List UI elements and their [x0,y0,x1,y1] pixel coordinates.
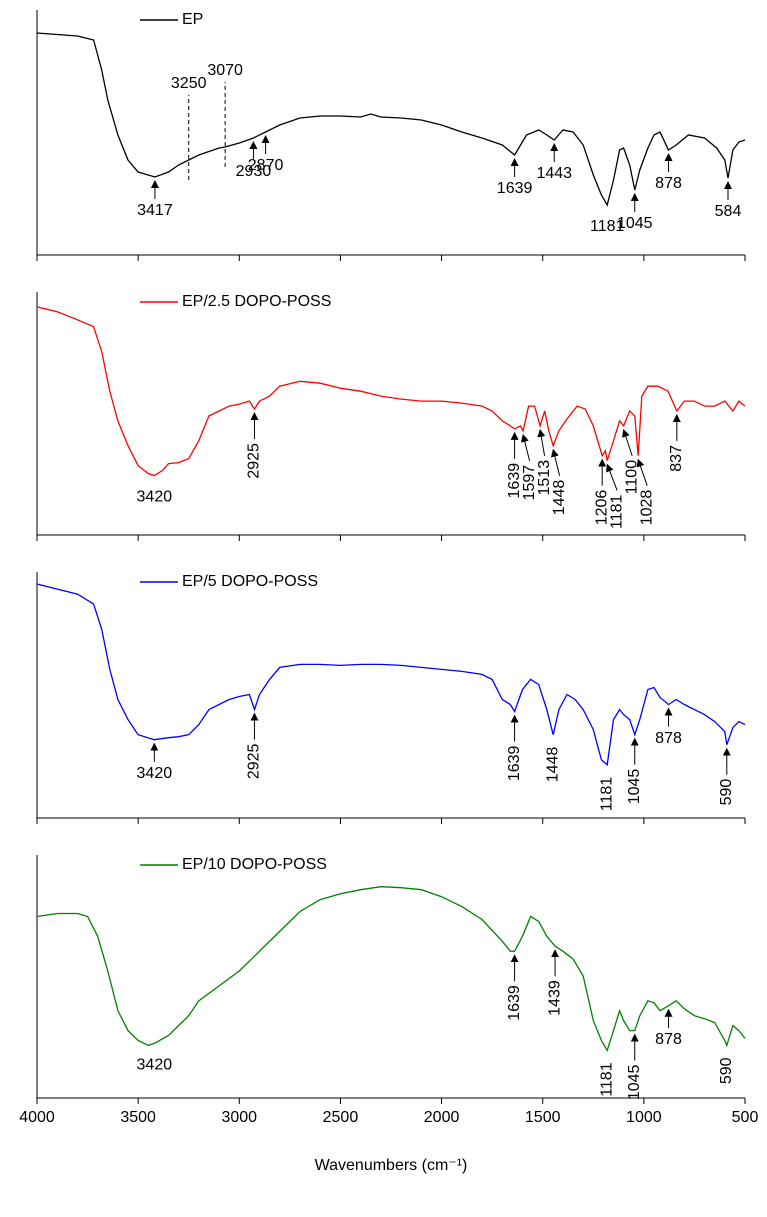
annotation-label: 2925 [246,743,263,779]
annotation-label: 584 [715,203,742,220]
annotation-label: 2930 [236,163,272,180]
annotation-label: 1639 [506,745,523,781]
x-tick-label: 2500 [323,1109,359,1126]
spectrum-line [36,583,746,767]
x-tick-label: 3000 [221,1109,257,1126]
spectrum-line [36,886,746,1052]
dashed-label: 3250 [171,75,207,92]
x-tick-label: 2000 [424,1109,460,1126]
x-tick-label: 4000 [19,1109,55,1126]
annotation-arrow [551,448,561,476]
annotation-label: 1639 [506,463,523,499]
legend-label: EP [182,11,203,28]
annotation-label: 590 [718,779,735,806]
annotation-label: 1443 [536,165,572,182]
annotation-label: 3420 [137,765,173,782]
x-tick-label: 1500 [525,1109,561,1126]
annotation-label: 2925 [246,443,263,479]
spectrum-line [36,32,746,207]
legend-label: EP/10 DOPO-POSS [182,856,327,873]
x-tick-label: 500 [732,1109,759,1126]
annotation-label: 878 [655,1031,682,1048]
dashed-label: 3070 [207,62,243,79]
annotation-label: 1181 [598,1062,615,1097]
annotation-label: 2870 [248,157,284,174]
x-tick-label: 1000 [626,1109,662,1126]
annotation-label: 1639 [506,985,523,1021]
annotation-label: 3420 [137,1057,173,1074]
legend-label: EP/2.5 DOPO-POSS [182,293,331,310]
x-axis-label: Wavenumbers (cm⁻¹) [315,1157,468,1174]
annotation-label: 1045 [617,215,653,232]
annotation-label: 1028 [638,490,655,526]
legend-label: EP/5 DOPO-POSS [182,573,318,590]
annotation-label: 1439 [546,980,563,1016]
annotation-arrow [636,458,648,486]
annotation-label: 878 [655,730,682,747]
x-tick-label: 3500 [120,1109,156,1126]
annotation-label: 3417 [137,202,173,219]
annotation-label: 1181 [608,495,625,530]
annotation-label: 1100 [623,460,640,495]
annotation-arrow [520,433,531,461]
annotation-label: 1448 [544,747,561,783]
annotation-label: 1448 [551,480,568,516]
annotation-label: 1206 [593,490,610,526]
annotation-label: 1181 [590,218,625,235]
annotation-label: 1597 [521,465,538,501]
annotation-label: 3420 [137,489,173,506]
spectrum-line [36,306,746,477]
annotation-label: 590 [718,1057,735,1084]
annotation-arrow [537,428,546,456]
annotation-label: 1045 [626,1064,643,1100]
annotation-label: 878 [655,175,682,192]
annotation-label: 1513 [536,460,553,496]
annotation-label: 1181 [598,777,615,812]
annotation-label: 837 [668,445,685,472]
annotation-arrow [606,463,618,491]
annotation-label: 1045 [626,769,643,805]
annotation-label: 1639 [497,180,533,197]
annotation-arrow [622,428,633,457]
